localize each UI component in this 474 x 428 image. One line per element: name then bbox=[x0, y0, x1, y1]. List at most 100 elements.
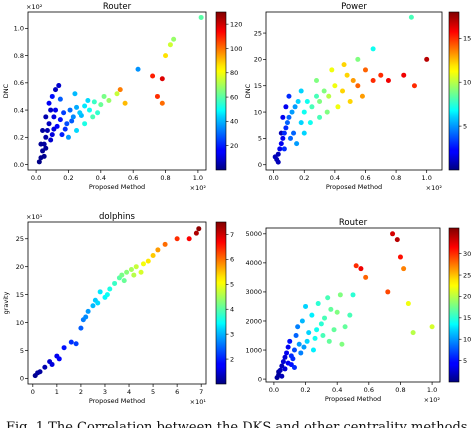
y-tick-label: 5 bbox=[20, 347, 24, 355]
data-point bbox=[163, 53, 169, 59]
x-tick-label: 0.8 bbox=[160, 174, 170, 182]
data-point bbox=[394, 237, 400, 243]
y-tick-label: 15 bbox=[16, 291, 24, 299]
data-point bbox=[73, 341, 79, 347]
x-tick-label: 0.6 bbox=[364, 386, 374, 394]
data-point bbox=[401, 266, 407, 272]
data-point bbox=[295, 99, 301, 105]
data-point bbox=[285, 344, 291, 350]
data-point bbox=[64, 121, 70, 127]
data-point bbox=[301, 109, 307, 115]
y-tick-label: 25 bbox=[254, 29, 262, 37]
y-tick-label: 3000 bbox=[245, 288, 262, 296]
data-point bbox=[291, 130, 297, 136]
y-tick-label: 5 bbox=[258, 135, 262, 143]
data-point bbox=[70, 114, 76, 120]
data-point bbox=[133, 264, 139, 270]
colorbar bbox=[448, 11, 460, 171]
data-point bbox=[46, 100, 52, 106]
data-point bbox=[280, 114, 286, 120]
data-point bbox=[49, 132, 55, 138]
data-point bbox=[48, 107, 54, 113]
colorbar-tick-label: 6 bbox=[230, 256, 234, 264]
x-tick-label: 1.0 bbox=[422, 174, 432, 182]
data-point bbox=[95, 300, 101, 306]
data-point bbox=[303, 303, 309, 309]
colorbar-tick-label: 100 bbox=[230, 45, 242, 53]
plot-area bbox=[27, 221, 207, 385]
data-point bbox=[341, 62, 347, 68]
data-point bbox=[286, 114, 292, 120]
data-point bbox=[350, 292, 356, 298]
x-tick-label: 0.4 bbox=[330, 174, 340, 182]
data-point bbox=[355, 56, 361, 62]
y-axis-label: DNC bbox=[2, 83, 10, 98]
colorbar-tick-label: 7 bbox=[230, 231, 234, 239]
x-tick-label: 1 bbox=[55, 388, 59, 396]
data-point bbox=[283, 104, 289, 110]
data-point bbox=[40, 128, 46, 133]
colorbar-tick-label: 2 bbox=[230, 355, 234, 363]
y-tick-label: 5000 bbox=[245, 230, 262, 238]
y-tick-label: 10 bbox=[16, 319, 24, 327]
x-multiplier: ×10¹ bbox=[190, 398, 207, 406]
plot-area bbox=[27, 11, 207, 171]
data-point bbox=[293, 333, 299, 339]
data-point bbox=[298, 88, 304, 94]
data-point bbox=[306, 330, 312, 336]
data-point bbox=[78, 325, 84, 331]
data-point bbox=[51, 114, 57, 120]
data-point bbox=[278, 141, 284, 147]
data-point bbox=[42, 364, 48, 370]
data-point bbox=[49, 93, 55, 99]
data-point bbox=[363, 274, 369, 280]
data-point bbox=[150, 73, 156, 79]
data-point bbox=[281, 146, 287, 152]
panel-4: Router 0.0 0.2 0.4 0.6 0.8 1.0 0 1000 2000 3000 400… bbox=[245, 218, 471, 404]
data-point bbox=[85, 98, 91, 104]
x-axis-label: Proposed Method bbox=[89, 183, 145, 191]
data-point bbox=[46, 121, 52, 127]
data-point bbox=[117, 87, 123, 93]
x-multiplier: ×10² bbox=[426, 184, 443, 192]
data-point bbox=[54, 123, 60, 129]
data-point bbox=[320, 333, 326, 339]
data-point bbox=[337, 292, 343, 298]
data-point bbox=[286, 93, 292, 99]
data-point bbox=[112, 280, 118, 286]
colorbar-tick-label: 3 bbox=[230, 330, 234, 338]
data-point bbox=[299, 318, 305, 324]
colorbar bbox=[215, 221, 227, 385]
data-point bbox=[49, 361, 55, 367]
data-point bbox=[340, 88, 346, 94]
data-point bbox=[370, 77, 376, 83]
x-tick-label: 4 bbox=[127, 388, 131, 396]
x-tick-label: 3 bbox=[103, 388, 107, 396]
x-tick-label: 6 bbox=[175, 388, 179, 396]
plot-area bbox=[265, 227, 441, 383]
data-point bbox=[122, 100, 128, 106]
data-point bbox=[358, 266, 364, 272]
data-point bbox=[287, 135, 293, 141]
data-point bbox=[298, 120, 304, 126]
data-point bbox=[277, 146, 283, 152]
data-point bbox=[405, 301, 411, 307]
data-point bbox=[291, 347, 297, 353]
data-point bbox=[334, 309, 340, 315]
x-tick-label: 0.0 bbox=[269, 386, 279, 394]
data-point bbox=[284, 120, 290, 126]
data-point bbox=[362, 67, 368, 73]
x-tick-label: 1.0 bbox=[193, 174, 203, 182]
data-point bbox=[298, 350, 304, 356]
data-point bbox=[186, 236, 192, 242]
y-tick-label: 20 bbox=[16, 263, 24, 271]
panel-2: Power 0.0 0.2 0.4 0.6 0.8 1.0 0 5 10 15 20 25 Propose… bbox=[244, 2, 471, 192]
data-point bbox=[162, 241, 168, 247]
data-point bbox=[90, 303, 96, 309]
data-point bbox=[307, 120, 313, 126]
data-point bbox=[90, 114, 96, 120]
data-point bbox=[344, 72, 350, 78]
x-tick-label: 0.4 bbox=[332, 386, 342, 394]
data-point bbox=[347, 99, 353, 105]
panel-1: Router 0.0 0.2 0.4 0.6 0.8 1.0 0.0 0.2 0.4 0.6 0.8 1… bbox=[2, 2, 242, 192]
